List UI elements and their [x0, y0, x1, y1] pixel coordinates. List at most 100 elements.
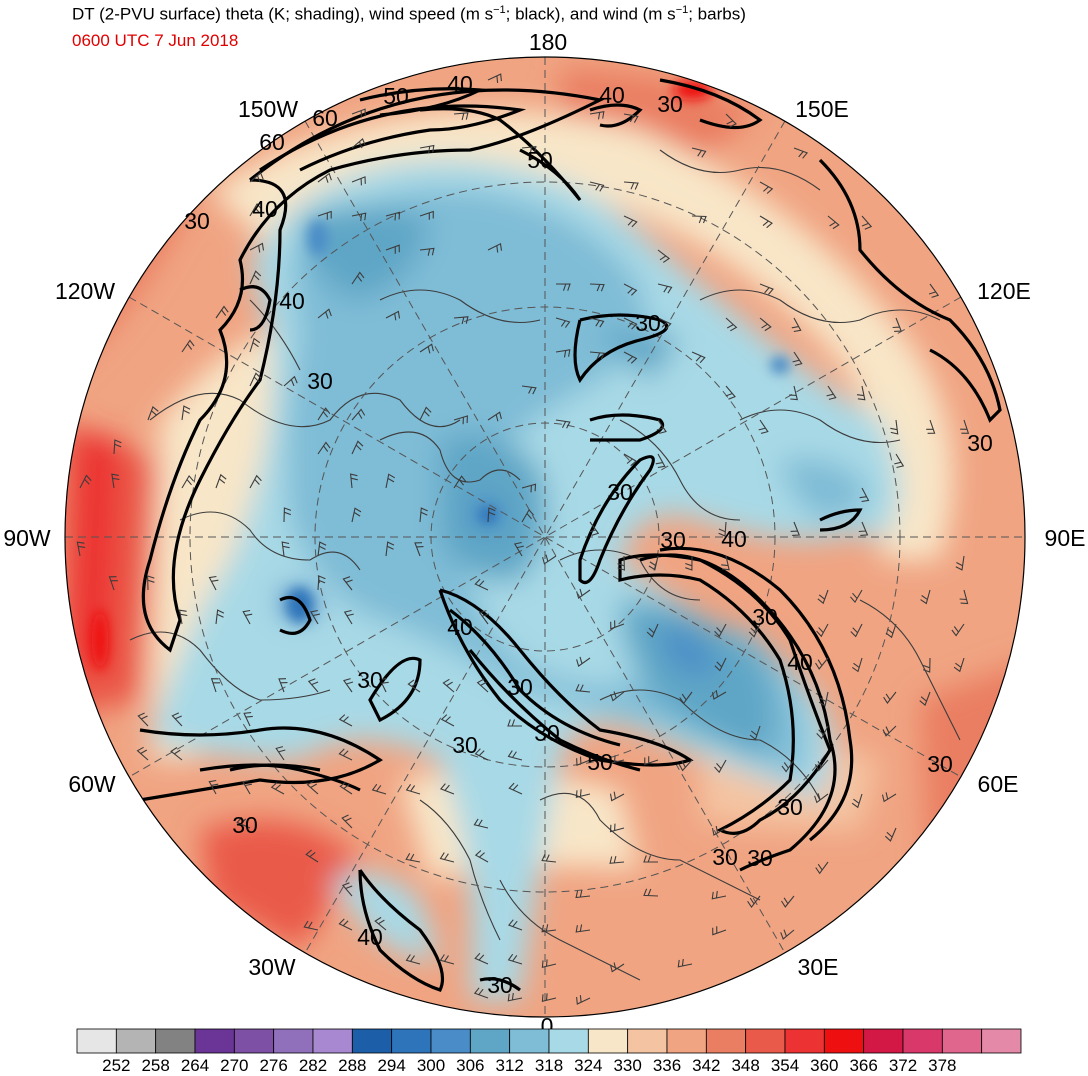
wind-barb [781, 895, 795, 908]
wind-barb [147, 575, 155, 591]
contour-label: 30 [927, 751, 953, 777]
lon-label-120w: 120W [55, 278, 115, 304]
wind-barb [453, 475, 467, 489]
colorbar-tick-label: 354 [771, 1056, 799, 1075]
wind-barb [610, 620, 625, 630]
wind-barb [507, 719, 522, 727]
wind-barb [814, 759, 829, 772]
lon-label-150e: 150E [795, 96, 849, 122]
wind-barb [576, 656, 591, 667]
wind-barb [609, 755, 625, 764]
wind-barb [644, 756, 659, 766]
wind-barb [270, 782, 285, 795]
wind-barb [725, 113, 737, 128]
wind-barb [249, 242, 265, 253]
contour-label: 40 [252, 196, 278, 222]
wind-barb [859, 487, 870, 503]
wind-barb [749, 725, 761, 741]
wind-barb [317, 441, 331, 455]
wind-barb [623, 181, 639, 190]
wind-barb [476, 678, 489, 693]
wind-barb [507, 919, 523, 931]
wind-barb [718, 521, 727, 537]
wind-barb [208, 779, 219, 795]
colorbar-swatch [391, 1028, 432, 1054]
wind-barb [249, 171, 264, 183]
colorbar-tick-label: 300 [417, 1056, 445, 1075]
wind-barb [691, 147, 707, 158]
wind-barb [725, 385, 736, 400]
colorbar-swatch [469, 1028, 511, 1054]
wind-barb [609, 962, 625, 973]
wind-barb [170, 747, 183, 761]
wind-barb [442, 678, 455, 693]
contour-label: 40 [279, 288, 305, 314]
colorbar-swatch [509, 1028, 550, 1054]
wind-barb [453, 316, 469, 325]
colorbar-tick-label: 258 [141, 1056, 169, 1075]
colorbar-swatch [784, 1028, 825, 1054]
wind-barb [589, 181, 605, 192]
colorbar-swatch [351, 1028, 393, 1054]
wind-barb [793, 147, 809, 159]
colorbar-swatch [312, 1028, 353, 1054]
map-title: DT (2-PVU surface) theta (K; shading), w… [72, 4, 746, 24]
wind-barb [242, 609, 253, 625]
wind-barb [487, 411, 502, 422]
wind-barb [215, 473, 227, 489]
wind-barb [317, 308, 332, 319]
wind-barb [656, 419, 667, 434]
wind-barb [657, 249, 671, 263]
wind-barb [815, 657, 829, 670]
wind-barb [242, 779, 253, 795]
wind-barb [955, 555, 965, 571]
wind-barb [341, 814, 353, 829]
wind-barb [791, 317, 802, 333]
colorbar-tick-label: 318 [535, 1056, 563, 1075]
wind-barb [339, 781, 353, 795]
wind-barb [827, 215, 840, 230]
wind-barb [542, 554, 557, 565]
wind-barb [928, 283, 940, 298]
wind-barb [178, 609, 188, 625]
wind-barb [575, 789, 591, 799]
colorbar: 252 258 264 270 276 282 288 294 300 306 312 318 324 3… [76, 1028, 1022, 1075]
wind-barb [677, 958, 693, 968]
wind-barb [883, 691, 897, 704]
lon-label-60w: 60W [68, 771, 116, 797]
wind-barb [243, 712, 253, 727]
wind-barb [351, 212, 367, 222]
wind-barb [76, 541, 86, 557]
contour-label: 40 [599, 82, 625, 108]
wind-barb [385, 244, 400, 254]
contour-label: 50 [527, 147, 553, 173]
wind-barb [858, 521, 869, 536]
wind-barb [691, 351, 706, 364]
wind-barb [439, 954, 455, 965]
wind-barb [623, 283, 638, 296]
wind-barb [283, 375, 298, 387]
colorbar-swatch [273, 1028, 314, 1054]
wind-barb [555, 419, 571, 429]
wind-barb [609, 823, 625, 833]
wind-barb [759, 317, 772, 332]
wind-barb [589, 111, 605, 120]
colorbar-tick-label: 270 [220, 1056, 248, 1075]
wind-barb [171, 712, 183, 727]
wind-barb [894, 453, 905, 469]
wind-barb [575, 924, 591, 933]
lon-label-30w: 30W [248, 954, 296, 980]
wind-barb [275, 746, 286, 761]
wind-barb [691, 215, 707, 224]
wind-barb [487, 242, 503, 253]
wind-barb [385, 211, 401, 221]
wind-barb [885, 623, 897, 639]
lon-label-180: 180 [529, 29, 567, 55]
wind-barb [919, 691, 931, 707]
wind-barb [249, 372, 262, 387]
colorbar-swatch [76, 1028, 117, 1054]
contour-label: 30 [967, 430, 993, 456]
wind-barb [215, 305, 229, 319]
wind-barb [283, 507, 292, 523]
contour-label: 30 [184, 208, 210, 234]
